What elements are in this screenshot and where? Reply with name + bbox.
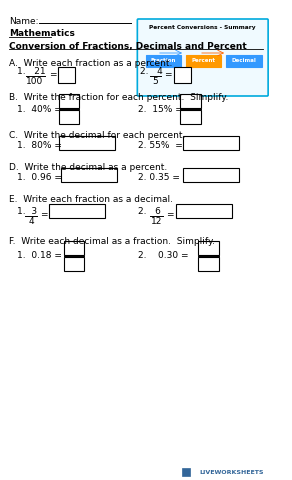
Text: Mathematics: Mathematics	[9, 29, 75, 38]
Text: Conversion of Fractions, Decimals and Percent: Conversion of Fractions, Decimals and Pe…	[9, 41, 247, 50]
Bar	[180, 94, 201, 108]
Text: LIVEWORKSHEETS: LIVEWORKSHEETS	[199, 469, 263, 475]
Bar	[186, 55, 221, 67]
Bar	[59, 94, 79, 108]
Bar	[180, 110, 201, 124]
Text: E.  Write each fraction as a decimal.: E. Write each fraction as a decimal.	[9, 195, 173, 204]
Text: 2.   4: 2. 4	[140, 68, 163, 76]
Text: Name:: Name:	[9, 17, 39, 26]
Bar	[182, 468, 190, 476]
Text: 1.  0.96 =: 1. 0.96 =	[17, 173, 62, 182]
Bar	[183, 168, 239, 182]
Text: Fraction: Fraction	[151, 59, 176, 63]
Bar	[198, 257, 219, 271]
Text: 4: 4	[29, 216, 34, 226]
Text: Percent Conversions - Summary: Percent Conversions - Summary	[150, 25, 256, 30]
Bar	[59, 136, 115, 150]
Bar	[146, 55, 181, 67]
Text: 2.    0.30 =: 2. 0.30 =	[138, 252, 189, 261]
Text: B.  Write the fraction for each percent.  Simplify.: B. Write the fraction for each percent. …	[9, 94, 229, 103]
Text: 1.   21: 1. 21	[17, 68, 46, 76]
Text: 2.   6: 2. 6	[138, 207, 161, 216]
Text: A.  Write each fraction as a percent.: A. Write each fraction as a percent.	[9, 60, 173, 69]
Bar	[48, 204, 105, 218]
Bar	[174, 67, 191, 83]
Text: =: =	[48, 71, 56, 80]
Bar	[64, 257, 84, 271]
Bar	[61, 168, 117, 182]
Text: =: =	[166, 211, 174, 219]
Bar	[183, 136, 239, 150]
Text: 1.  40% =: 1. 40% =	[17, 105, 62, 113]
FancyBboxPatch shape	[137, 19, 268, 96]
Text: =: =	[40, 211, 48, 219]
Text: 1.  0.18 =: 1. 0.18 =	[17, 252, 62, 261]
Text: D.  Write the decimal as a percent.: D. Write the decimal as a percent.	[9, 164, 168, 172]
Text: F.  Write each decimal as a fraction.  Simplify.: F. Write each decimal as a fraction. Sim…	[9, 238, 215, 247]
Text: 2.  15% =: 2. 15% =	[138, 105, 183, 113]
Bar	[58, 67, 75, 83]
Text: =: =	[164, 71, 172, 80]
Text: C.  Write the decimal for each percent.: C. Write the decimal for each percent.	[9, 132, 186, 141]
Text: 100: 100	[26, 76, 44, 85]
Bar	[226, 55, 262, 67]
Bar	[59, 110, 79, 124]
Bar	[176, 204, 232, 218]
Text: 5: 5	[152, 76, 158, 85]
Text: 12: 12	[151, 216, 163, 226]
Bar	[64, 241, 84, 255]
Text: 2. 55%  =: 2. 55% =	[138, 142, 183, 151]
Text: Percent: Percent	[192, 59, 216, 63]
Text: 2. 0.35 =: 2. 0.35 =	[138, 173, 180, 182]
Text: 1.  3: 1. 3	[17, 207, 37, 216]
Text: Decimal: Decimal	[231, 59, 256, 63]
Bar	[198, 241, 219, 255]
Text: 1.  80% =: 1. 80% =	[17, 142, 62, 151]
